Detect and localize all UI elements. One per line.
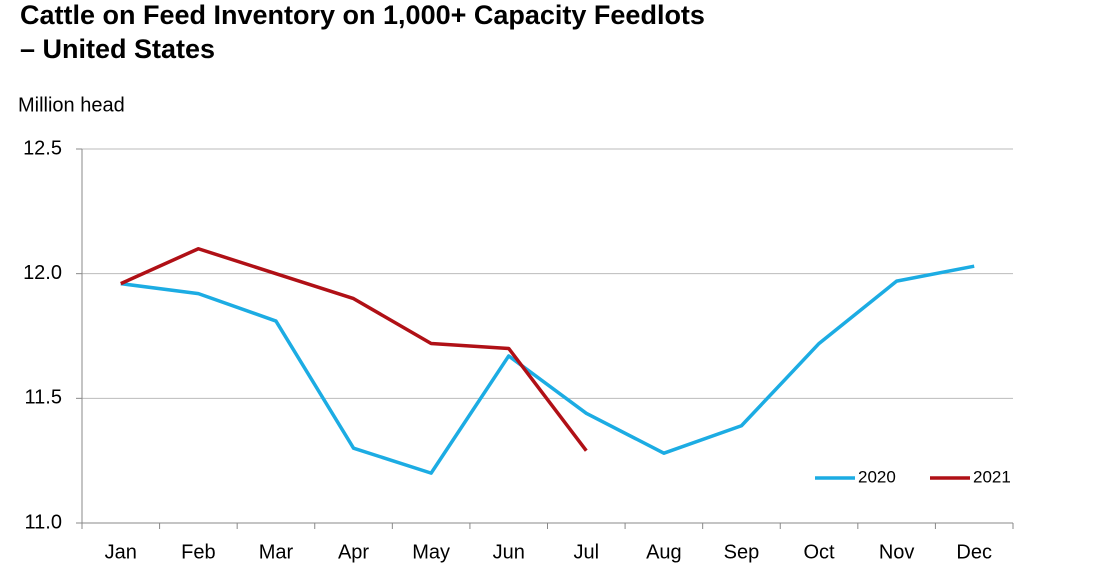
x-tick-label: Aug <box>646 541 682 563</box>
x-tick-label: Sep <box>724 541 760 563</box>
x-tick-label: Jul <box>574 541 600 563</box>
data-line <box>120 264 975 475</box>
legend-label: 2020 <box>858 467 896 486</box>
x-tick-label: Nov <box>879 541 915 563</box>
y-axis-label: Million head <box>18 94 125 116</box>
x-tick-label: Feb <box>181 541 215 563</box>
y-tick-label: 11.5 <box>25 387 62 409</box>
x-tick-label: Apr <box>338 541 369 563</box>
x-tick-label: Jun <box>493 541 525 563</box>
x-tick-label: Dec <box>956 541 992 563</box>
y-tick-label: 11.0 <box>25 511 62 533</box>
data-line <box>120 246 588 452</box>
x-tick-label: Mar <box>259 541 294 563</box>
y-tick-label: 12.0 <box>23 262 62 284</box>
legend-label: 2021 <box>973 467 1011 486</box>
x-tick-label: Jan <box>105 541 137 563</box>
x-tick-label: May <box>412 541 450 563</box>
y-tick-label: 12.5 <box>23 137 62 159</box>
chart-title: Cattle on Feed Inventory on 1,000+ Capac… <box>20 0 705 64</box>
x-tick-label: Oct <box>803 541 835 563</box>
